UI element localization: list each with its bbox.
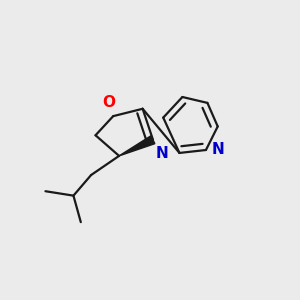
Text: N: N [156, 146, 169, 160]
Polygon shape [119, 136, 155, 156]
Text: O: O [102, 95, 115, 110]
Text: N: N [212, 142, 225, 158]
